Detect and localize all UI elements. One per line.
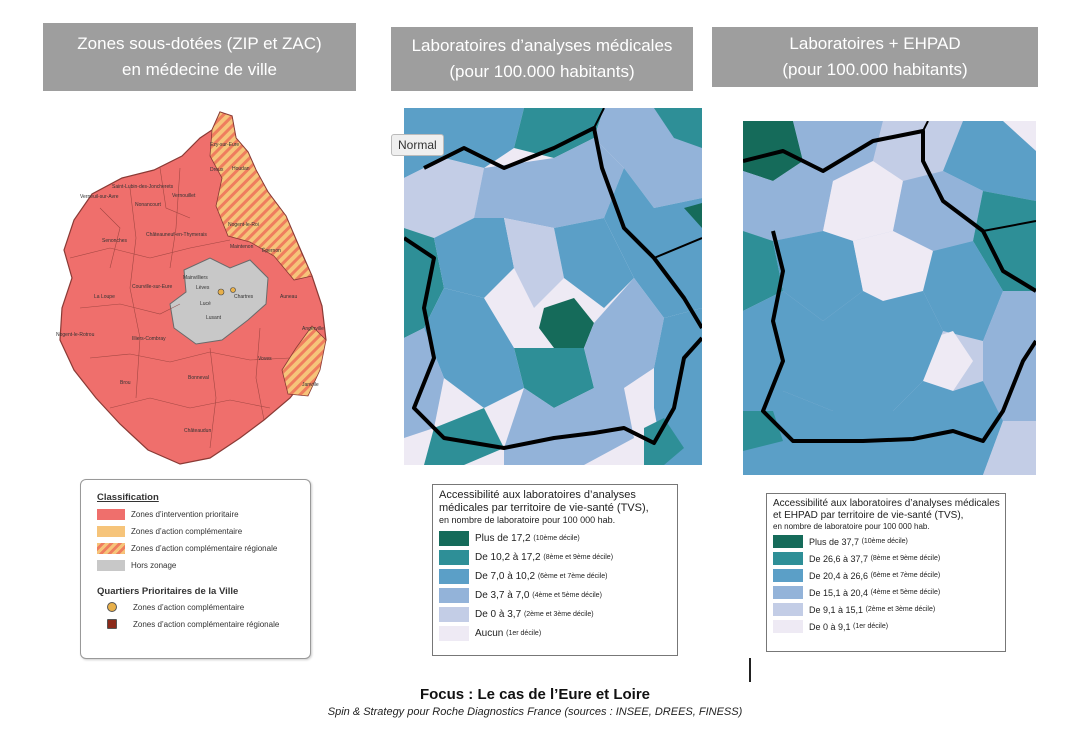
tooltip: Normal	[391, 134, 444, 156]
legend-row: De 26,6 à 37,7 (8ème et 9ème décile)	[773, 550, 1005, 567]
legend-row: De 3,7 à 7,0 (4ème et 5ème décile)	[439, 586, 677, 605]
town-label: Saint-Lubin-des-Joncherets	[112, 184, 174, 190]
legend-item: Zones d’action complémentaire régionale	[97, 541, 310, 555]
legend3-subtitle: en nombre de laboratoire pour 100 000 ha…	[773, 522, 930, 531]
header-zones-line2: en médecine de ville	[122, 60, 277, 79]
town-label: Angerville	[302, 326, 324, 332]
legend-item: Zones d’intervention prioritaire	[97, 507, 310, 521]
legend-item: Zones d’action complémentaire	[97, 600, 310, 614]
town-label: Janville	[302, 382, 319, 388]
town-label: Épernon	[262, 247, 281, 254]
town-label: Lucé	[200, 301, 211, 307]
legend-row: Plus de 37,7 (10ème décile)	[773, 533, 1005, 550]
town-label: Lèves	[196, 285, 210, 291]
legend-item: Hors zonage	[97, 558, 310, 572]
focus-title: Focus : Le cas de l’Eure et Loire	[419, 686, 651, 703]
town-label: Dreux	[210, 167, 224, 173]
header-labs-line2: (pour 100.000 habitants)	[449, 62, 635, 81]
legend-row: De 0 à 3,7 (2ème et 3ème décile)	[439, 605, 677, 624]
town-label: La Loupe	[94, 294, 115, 300]
legend-laboratoires: Accessibilité aux laboratoires d’analyse…	[432, 484, 678, 656]
map-laboratoires	[404, 108, 702, 465]
town-label: Voves	[258, 356, 272, 362]
legend2-subtitle: en nombre de laboratoire pour 100 000 ha…	[439, 515, 616, 525]
town-label: Bonneval	[188, 375, 209, 381]
town-label: Mainvilliers	[183, 275, 208, 281]
legend3-title: Accessibilité aux laboratoires d’analyse…	[773, 498, 1000, 521]
town-label: Ezy-sur-Eure	[210, 142, 239, 148]
legend-row: De 9,1 à 15,1 (2ème et 3ème décile)	[773, 601, 1005, 618]
legend-row: De 7,0 à 10,2 (6ème et 7ème décile)	[439, 567, 677, 586]
legend-row: De 10,2 à 17,2 (8ème et 9ème décile)	[439, 548, 677, 567]
hatched-zone-se	[281, 325, 327, 397]
text-cursor	[749, 658, 751, 682]
town-label: Nonancourt	[135, 202, 161, 208]
legend-row: Aucun (1er décile)	[439, 624, 677, 643]
header-zones: Zones sous-dotées (ZIP et ZAC) en médeci…	[43, 23, 356, 91]
header-laboratoires: Laboratoires d’analyses médicales (pour …	[391, 27, 693, 91]
classification-legend: Classification Zones d’intervention prio…	[80, 479, 311, 659]
town-label: Châteaudun	[184, 428, 211, 434]
town-label: Auneau	[280, 294, 297, 300]
map-zones-sous-dotees: Ezy-sur-Eure Dreux Houdan Saint-Lubin-de…	[50, 108, 350, 468]
header-zones-line1: Zones sous-dotées (ZIP et ZAC)	[77, 34, 322, 53]
town-label: Vernouillet	[172, 193, 196, 199]
hors-zonage-chartres	[169, 257, 269, 345]
source-caption: Spin & Strategy pour Roche Diagnostics F…	[327, 706, 743, 718]
qpv-title: Quartiers Prioritaires de la Ville	[97, 586, 239, 597]
legend-row: De 20,4 à 26,6 (6ème et 7ème décile)	[773, 567, 1005, 584]
town-label: Courville-sur-Eure	[132, 284, 173, 290]
town-label: Illiers-Combray	[132, 336, 166, 342]
header-labs-line1: Laboratoires d’analyses médicales	[411, 36, 673, 55]
legend-row: De 0 à 9,1 (1er décile)	[773, 618, 1005, 635]
town-label: Chartres	[234, 294, 254, 300]
town-label: Châteauneuf-en-Thymerais	[146, 232, 207, 238]
header-ehpad-line2: (pour 100.000 habitants)	[782, 60, 968, 79]
town-label: Verneuil-sur-Avre	[80, 194, 119, 200]
legend-row: Plus de 17,2 (10ème décile)	[439, 529, 677, 548]
town-label: Senonches	[102, 238, 128, 244]
town-label: Nogent-le-Roi	[228, 222, 259, 228]
legend-item: Zones d’action complémentaire régionale	[97, 617, 310, 631]
town-label: Brou	[120, 380, 131, 386]
legend-item: Zones d’action complémentaire	[97, 524, 310, 538]
town-label: Lusant	[206, 315, 222, 321]
legend-laboratoires-ehpad: Accessibilité aux laboratoires d’analyse…	[766, 493, 1006, 652]
hatched-zone-ne	[209, 111, 313, 281]
legend2-title: Accessibilité aux laboratoires d’analyse…	[439, 489, 649, 514]
town-label: Maintenon	[230, 244, 254, 250]
town-label: Nogent-le-Rotrou	[56, 332, 95, 338]
map-laboratoires-ehpad	[743, 121, 1036, 475]
classification-title: Classification	[97, 492, 159, 503]
header-laboratoires-ehpad: Laboratoires + EHPAD (pour 100.000 habit…	[712, 27, 1038, 87]
legend-row: De 15,1 à 20,4 (4ème et 5ème décile)	[773, 584, 1005, 601]
header-ehpad-line1: Laboratoires + EHPAD	[789, 34, 961, 53]
town-label: Houdan	[232, 166, 250, 172]
